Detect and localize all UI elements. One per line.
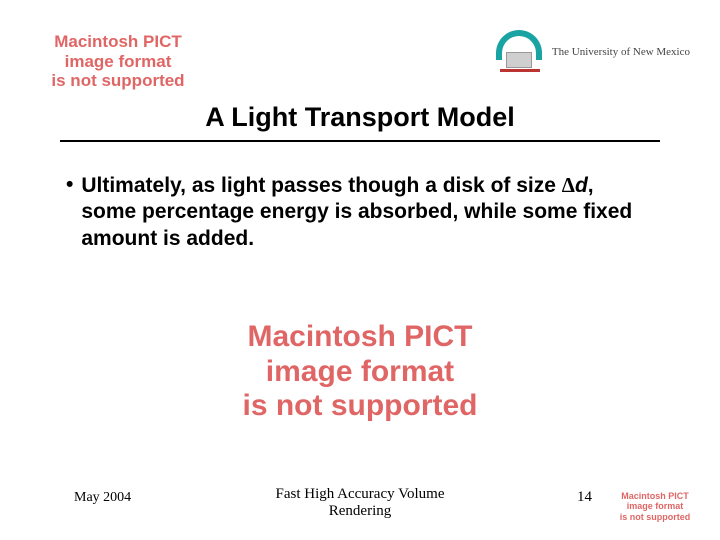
bullet-marker: • (66, 172, 73, 252)
slide-title: A Light Transport Model (0, 102, 720, 133)
missing-image-line: image format (32, 52, 204, 72)
missing-image-line: Macintosh PICT (32, 32, 204, 52)
missing-image-line: image format (610, 501, 700, 511)
slide-body: • Ultimately, as light passes though a d… (66, 172, 654, 252)
bullet-item: • Ultimately, as light passes though a d… (66, 172, 654, 252)
missing-image-line: is not supported (610, 512, 700, 522)
title-underline (60, 140, 660, 142)
bullet-text: Ultimately, as light passes though a dis… (81, 172, 654, 252)
footer-page-number: 14 (577, 489, 592, 506)
missing-image-top: Macintosh PICT image format is not suppo… (32, 32, 204, 91)
missing-image-line: is not supported (160, 389, 560, 424)
slide: Macintosh PICT image format is not suppo… (0, 0, 720, 540)
missing-image-line: image format (160, 355, 560, 390)
missing-image-bottom: Macintosh PICT image format is not suppo… (610, 491, 700, 522)
university-logo: The University of New Mexico (494, 30, 690, 74)
missing-image-line: Macintosh PICT (160, 320, 560, 355)
missing-image-line: Macintosh PICT (610, 491, 700, 501)
missing-image-center: Macintosh PICT image format is not suppo… (160, 320, 560, 424)
logo-mark (494, 30, 544, 74)
missing-image-line: is not supported (32, 71, 204, 91)
logo-text: The University of New Mexico (552, 46, 690, 58)
